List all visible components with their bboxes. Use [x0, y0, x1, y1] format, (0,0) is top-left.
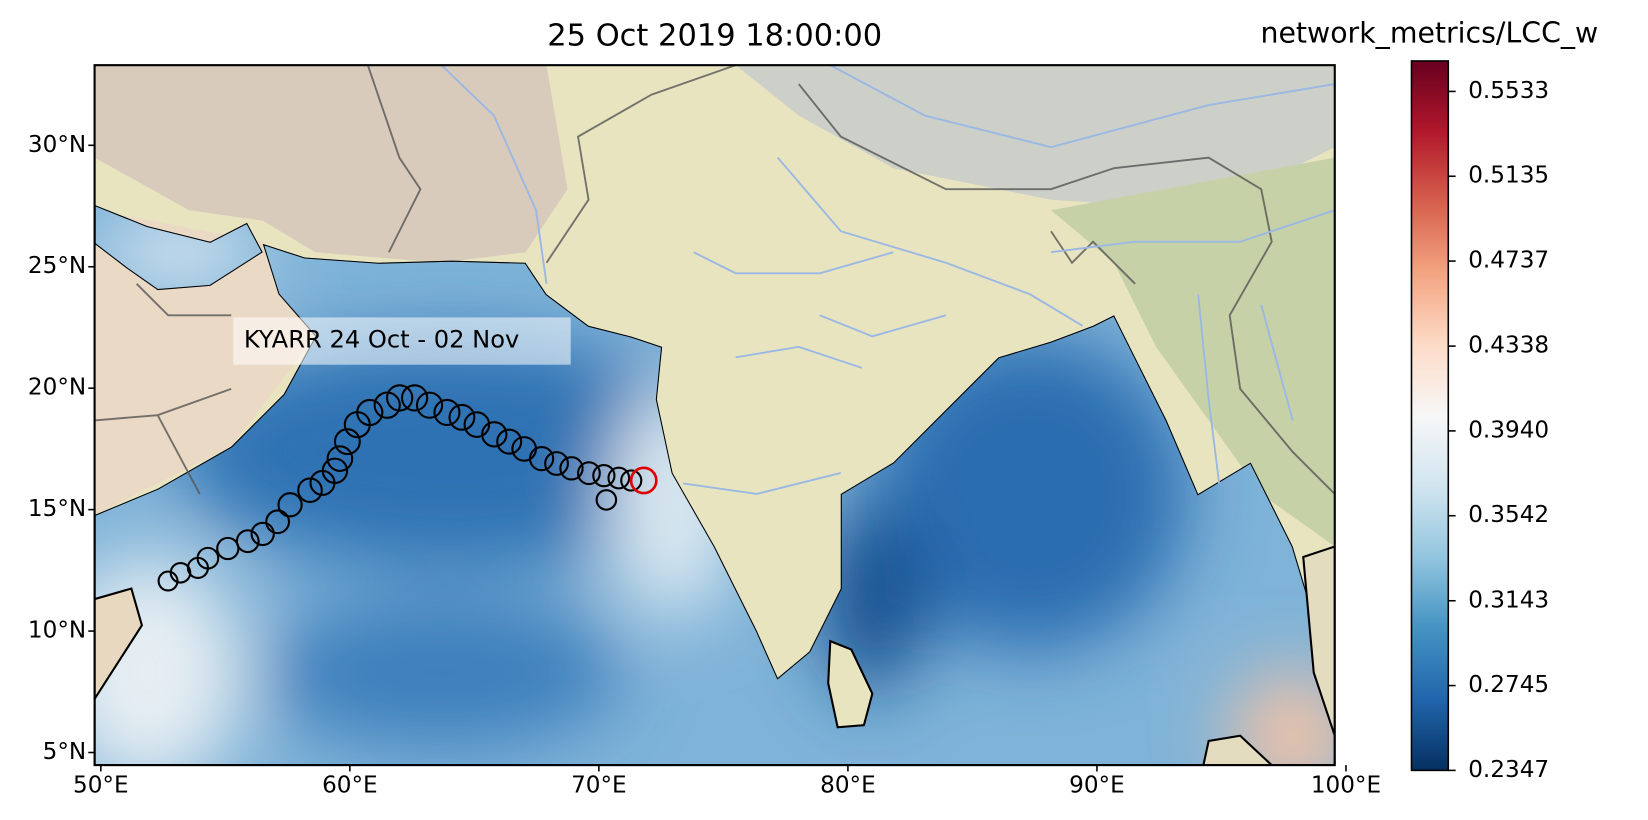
track-point: [433, 398, 461, 427]
track-point: [277, 492, 303, 518]
track-point: [559, 456, 584, 481]
y-tick-label: 10°N: [28, 618, 86, 644]
track-point: [356, 398, 384, 427]
x-tick-label: 80°E: [820, 773, 876, 799]
colorbar-tick-label: 0.4338: [1468, 333, 1549, 359]
track-point: [321, 457, 349, 484]
track-point: [326, 445, 354, 472]
track-point: [448, 403, 476, 431]
colorbar-tick-label: 0.5135: [1468, 163, 1549, 189]
annotation: KYARR 24 Oct - 02 Nov: [244, 326, 519, 354]
track-point: [385, 384, 414, 412]
colorbar-tick-label: 0.3940: [1468, 417, 1549, 443]
track-point: [415, 391, 444, 419]
track-point: [620, 469, 643, 492]
y-tick-label: 5°N: [43, 739, 87, 765]
colorbar: [1410, 60, 1450, 772]
track-point: [333, 428, 361, 456]
y-tick-label: 15°N: [28, 496, 86, 522]
track-point: [265, 509, 291, 535]
x-tick-label: 90°E: [1069, 773, 1125, 799]
colorbar-tick-label: 0.2347: [1468, 757, 1549, 783]
x-tick-label: 60°E: [322, 773, 378, 799]
track-point: [577, 461, 601, 486]
track-point: [544, 451, 569, 476]
colorbar-title: network_metrics/LCC_w: [1260, 17, 1598, 50]
y-tick-label: 20°N: [28, 375, 86, 401]
colorbar-tick-label: 0.4737: [1468, 248, 1549, 274]
track-point: [400, 384, 429, 412]
track-point: [250, 521, 275, 547]
colorbar-tick-label: 0.3143: [1468, 587, 1549, 613]
track-point: [235, 529, 260, 554]
colorbar-tick-label: 0.5533: [1468, 78, 1549, 104]
y-tick-label: 30°N: [28, 132, 86, 158]
annotation-box: [233, 317, 571, 365]
colorbar-tick-label: 0.2745: [1468, 672, 1549, 698]
map-frame: [93, 64, 1336, 767]
x-tick-label: 50°E: [73, 773, 129, 799]
track-point: [528, 445, 555, 472]
colorbar-tick-label: 0.3542: [1468, 502, 1549, 528]
track-point: [481, 421, 508, 448]
basemap: [94, 65, 1335, 766]
current-position: [629, 466, 658, 495]
y-tick-label: 25°N: [28, 253, 86, 279]
chart-title: 25 Oct 2019 18:00:00: [547, 18, 882, 53]
track-point: [297, 477, 323, 504]
track-point: [595, 489, 618, 511]
track-point: [592, 463, 616, 488]
x-tick-label: 70°E: [571, 773, 627, 799]
track-point: [463, 411, 491, 438]
x-tick-label: 100°E: [1311, 773, 1381, 799]
plot-root: KYARR 24 Oct - 02 Nov 25 Oct 2019 18:00:…: [28, 17, 1598, 799]
track-point: [607, 466, 631, 490]
track-point: [196, 546, 220, 570]
track-point: [496, 428, 523, 455]
